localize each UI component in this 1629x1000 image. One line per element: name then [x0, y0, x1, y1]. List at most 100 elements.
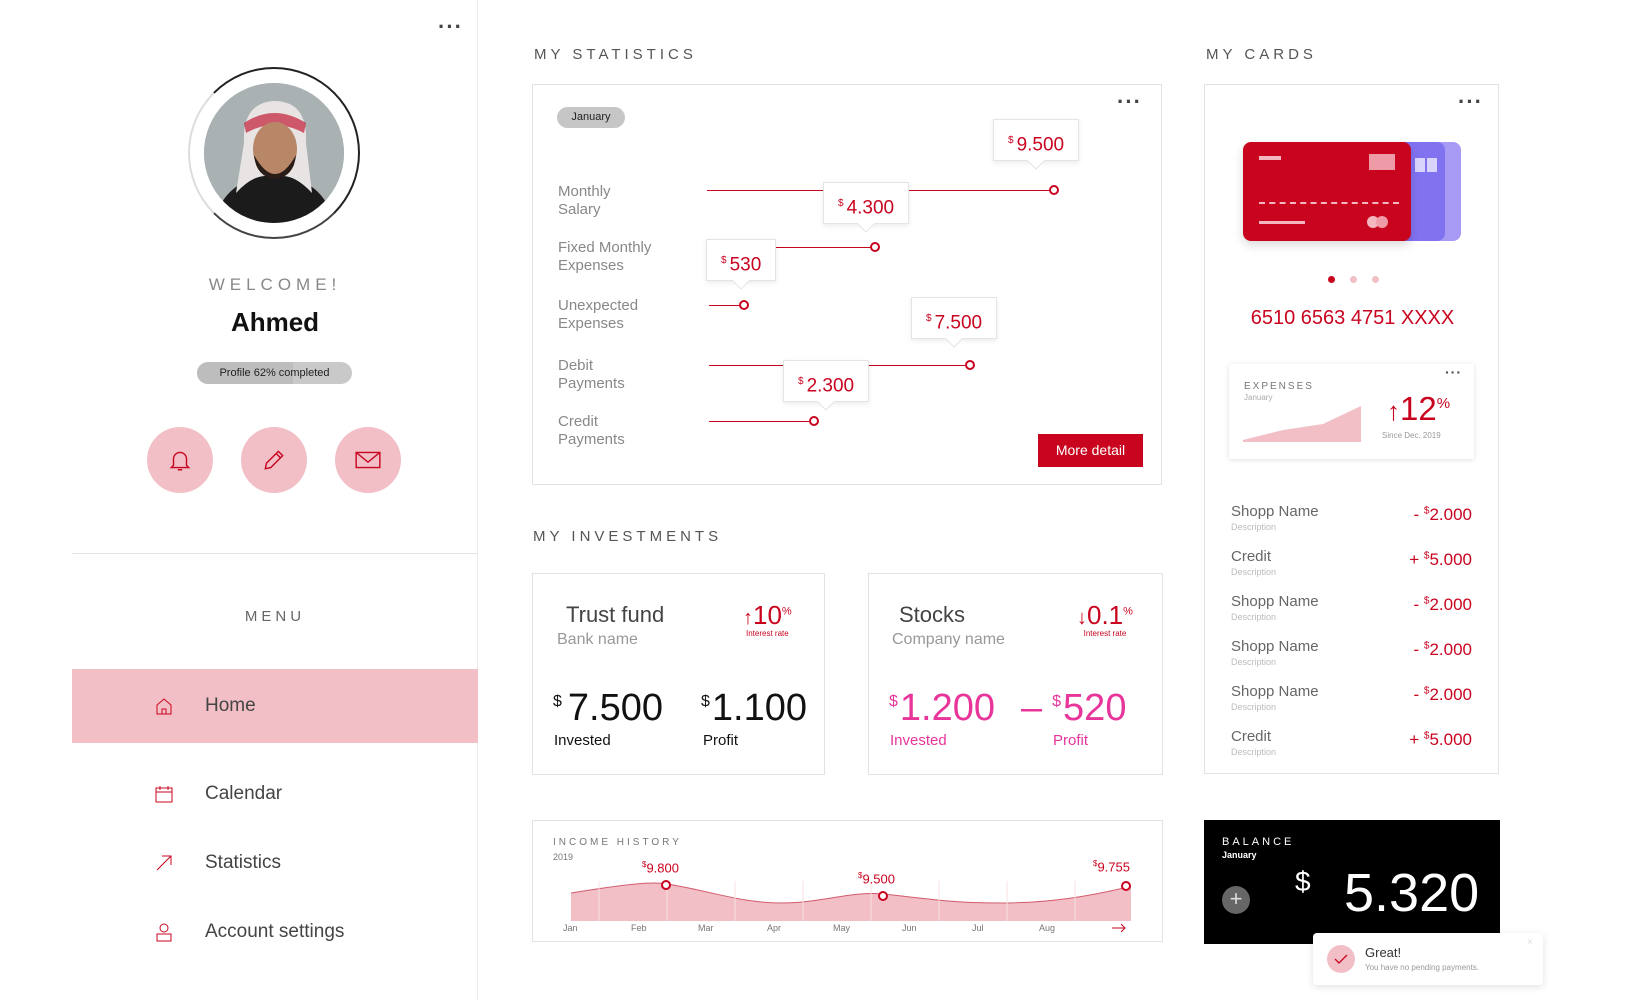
- sidebar-divider: [72, 553, 478, 554]
- transaction-name: Shopp Name: [1231, 638, 1319, 655]
- carousel-dot-active[interactable]: [1328, 276, 1335, 283]
- menu-item-account-settings[interactable]: Account settings: [72, 895, 478, 969]
- stat-bar-credit-payments: [709, 421, 809, 422]
- stat-point-monthly-salary[interactable]: [1049, 185, 1059, 195]
- menu-title: MENU: [244, 608, 306, 625]
- income-month-label: Apr: [767, 923, 782, 933]
- stat-bar-fixed-expenses: [775, 247, 875, 248]
- carousel-dot[interactable]: [1372, 276, 1379, 283]
- stocks-card[interactable]: Stocks Company name ↓0.1% Interest rate …: [868, 573, 1163, 775]
- month-tag[interactable]: January: [557, 107, 625, 128]
- income-month-label: Mar: [698, 923, 714, 933]
- more-detail-button[interactable]: More detail: [1038, 434, 1143, 467]
- income-marker-jun[interactable]: [878, 891, 888, 901]
- expenses-sparkline: [1243, 406, 1361, 442]
- menu-item-statistics[interactable]: Statistics: [72, 826, 478, 900]
- stat-point-fixed-expenses[interactable]: [870, 242, 880, 252]
- transaction-amount[interactable]: + $5.000: [1409, 730, 1472, 749]
- trust-fund-invested-amount: $7.500: [553, 687, 663, 729]
- menu-item-label: Calendar: [205, 783, 283, 804]
- transaction-amount[interactable]: - $2.000: [1413, 640, 1472, 659]
- stat-bubble-credit-payments: $2.300: [783, 360, 870, 402]
- card-front[interactable]: [1243, 142, 1411, 241]
- income-month-label: May: [833, 923, 851, 933]
- expenses-since: Since Dec. 2019: [1382, 431, 1441, 440]
- plus-icon: +: [1229, 886, 1243, 911]
- income-month-label: Jul: [972, 923, 984, 933]
- stat-point-unexpected-expenses[interactable]: [739, 300, 749, 310]
- transaction-amount[interactable]: - $2.000: [1413, 595, 1472, 614]
- mail-icon: [355, 451, 381, 469]
- expenses-change: ↑12%: [1387, 390, 1451, 427]
- user-name: Ahmed: [230, 307, 320, 337]
- menu-item-label: Account settings: [205, 921, 345, 942]
- income-month-label: Feb: [631, 923, 647, 933]
- trust-fund-card[interactable]: Trust fund Bank name ↑10% Interest rate …: [532, 573, 825, 775]
- cards-more-icon[interactable]: ···: [1458, 89, 1483, 114]
- stocks-title: Stocks: [899, 602, 966, 627]
- close-icon[interactable]: ×: [1527, 937, 1533, 948]
- transaction-name: Credit: [1231, 728, 1272, 745]
- balance-title: BALANCE: [1222, 836, 1295, 848]
- transaction-amount[interactable]: - $2.000: [1413, 685, 1472, 704]
- expenses-month: January: [1244, 393, 1273, 402]
- transaction-name: Shopp Name: [1231, 503, 1319, 520]
- income-marker-feb[interactable]: [661, 880, 671, 890]
- stat-bubble-monthly-salary: $9.500: [993, 119, 1080, 161]
- stocks-profit-label: Profit: [1053, 732, 1089, 749]
- transaction-name: Credit: [1231, 548, 1272, 565]
- carousel-dot[interactable]: [1350, 276, 1357, 283]
- income-month-label: Aug: [1039, 923, 1056, 933]
- stat-label-monthly-salary: Monthly Salary: [558, 183, 611, 218]
- menu-item-home[interactable]: Home: [72, 669, 478, 743]
- trust-fund-title: Trust fund: [566, 602, 665, 627]
- balance-amount: 5.320: [1344, 863, 1480, 923]
- stat-bar-unexpected-expenses: [709, 305, 749, 306]
- income-area-chart: [571, 881, 1131, 921]
- stat-bubble-unexpected-expenses: $530: [706, 239, 777, 281]
- balance-month: January: [1222, 850, 1257, 860]
- messages-button[interactable]: [335, 427, 401, 493]
- income-history-title: INCOME HISTORY: [553, 837, 682, 848]
- statistics-panel: ··· January Monthly Salary Fixed Monthly E…: [532, 84, 1162, 485]
- add-balance-button[interactable]: +: [1222, 886, 1250, 914]
- stocks-profit-amount: – $520: [1021, 687, 1127, 729]
- expenses-more-icon[interactable]: ···: [1445, 364, 1462, 380]
- transaction-description: Description: [1231, 657, 1277, 667]
- stocks-subtitle: Company name: [892, 631, 1005, 648]
- trust-fund-subtitle: Bank name: [557, 631, 638, 648]
- stat-bubble-debit-payments: $7.500: [911, 297, 998, 339]
- cards-section-title: MY CARDS: [1206, 46, 1317, 63]
- menu-item-label: Home: [205, 695, 256, 716]
- stocks-rate: ↓0.1% Interest rate: [1077, 600, 1133, 638]
- toast-message: You have no pending payments.: [1365, 963, 1480, 972]
- calendar-icon: [155, 786, 173, 803]
- stat-point-debit-payments[interactable]: [965, 360, 975, 370]
- transaction-amount[interactable]: + $5.000: [1409, 550, 1472, 569]
- stocks-invested-label: Invested: [890, 732, 947, 749]
- user-icon: [156, 923, 172, 942]
- sidebar-more-icon[interactable]: ···: [438, 14, 463, 39]
- expenses-widget[interactable]: ··· EXPENSES January ↑12% Since Dec. 201…: [1229, 364, 1474, 459]
- cards-panel: ··· 6510 6563 4751 XXXX ··· EXPENSES Jan…: [1204, 84, 1499, 774]
- arrow-right-icon[interactable]: [1111, 923, 1127, 933]
- stat-label-fixed-expenses: Fixed Monthly Expenses: [558, 239, 652, 274]
- transaction-name: Shopp Name: [1231, 593, 1319, 610]
- stat-point-credit-payments[interactable]: [809, 416, 819, 426]
- transaction-description: Description: [1231, 747, 1277, 757]
- bell-icon: [169, 451, 191, 471]
- income-marker-end[interactable]: [1121, 881, 1131, 891]
- statistics-more-icon[interactable]: ···: [1117, 89, 1142, 114]
- toast-notification[interactable]: Great! You have no pending payments. ×: [1313, 933, 1543, 985]
- transaction-amount[interactable]: - $2.000: [1413, 505, 1472, 524]
- avatar[interactable]: [204, 83, 344, 223]
- income-marker-label-jun: $9.500: [858, 871, 895, 887]
- home-icon: [156, 698, 172, 715]
- profile-progress: Profile 62% completed: [197, 362, 352, 384]
- pencil-icon: [264, 450, 284, 470]
- menu-item-calendar[interactable]: Calendar: [72, 757, 478, 831]
- notifications-button[interactable]: [147, 427, 213, 493]
- transaction-description: Description: [1231, 702, 1277, 712]
- welcome-text: WELCOME!: [208, 275, 342, 294]
- edit-button[interactable]: [241, 427, 307, 493]
